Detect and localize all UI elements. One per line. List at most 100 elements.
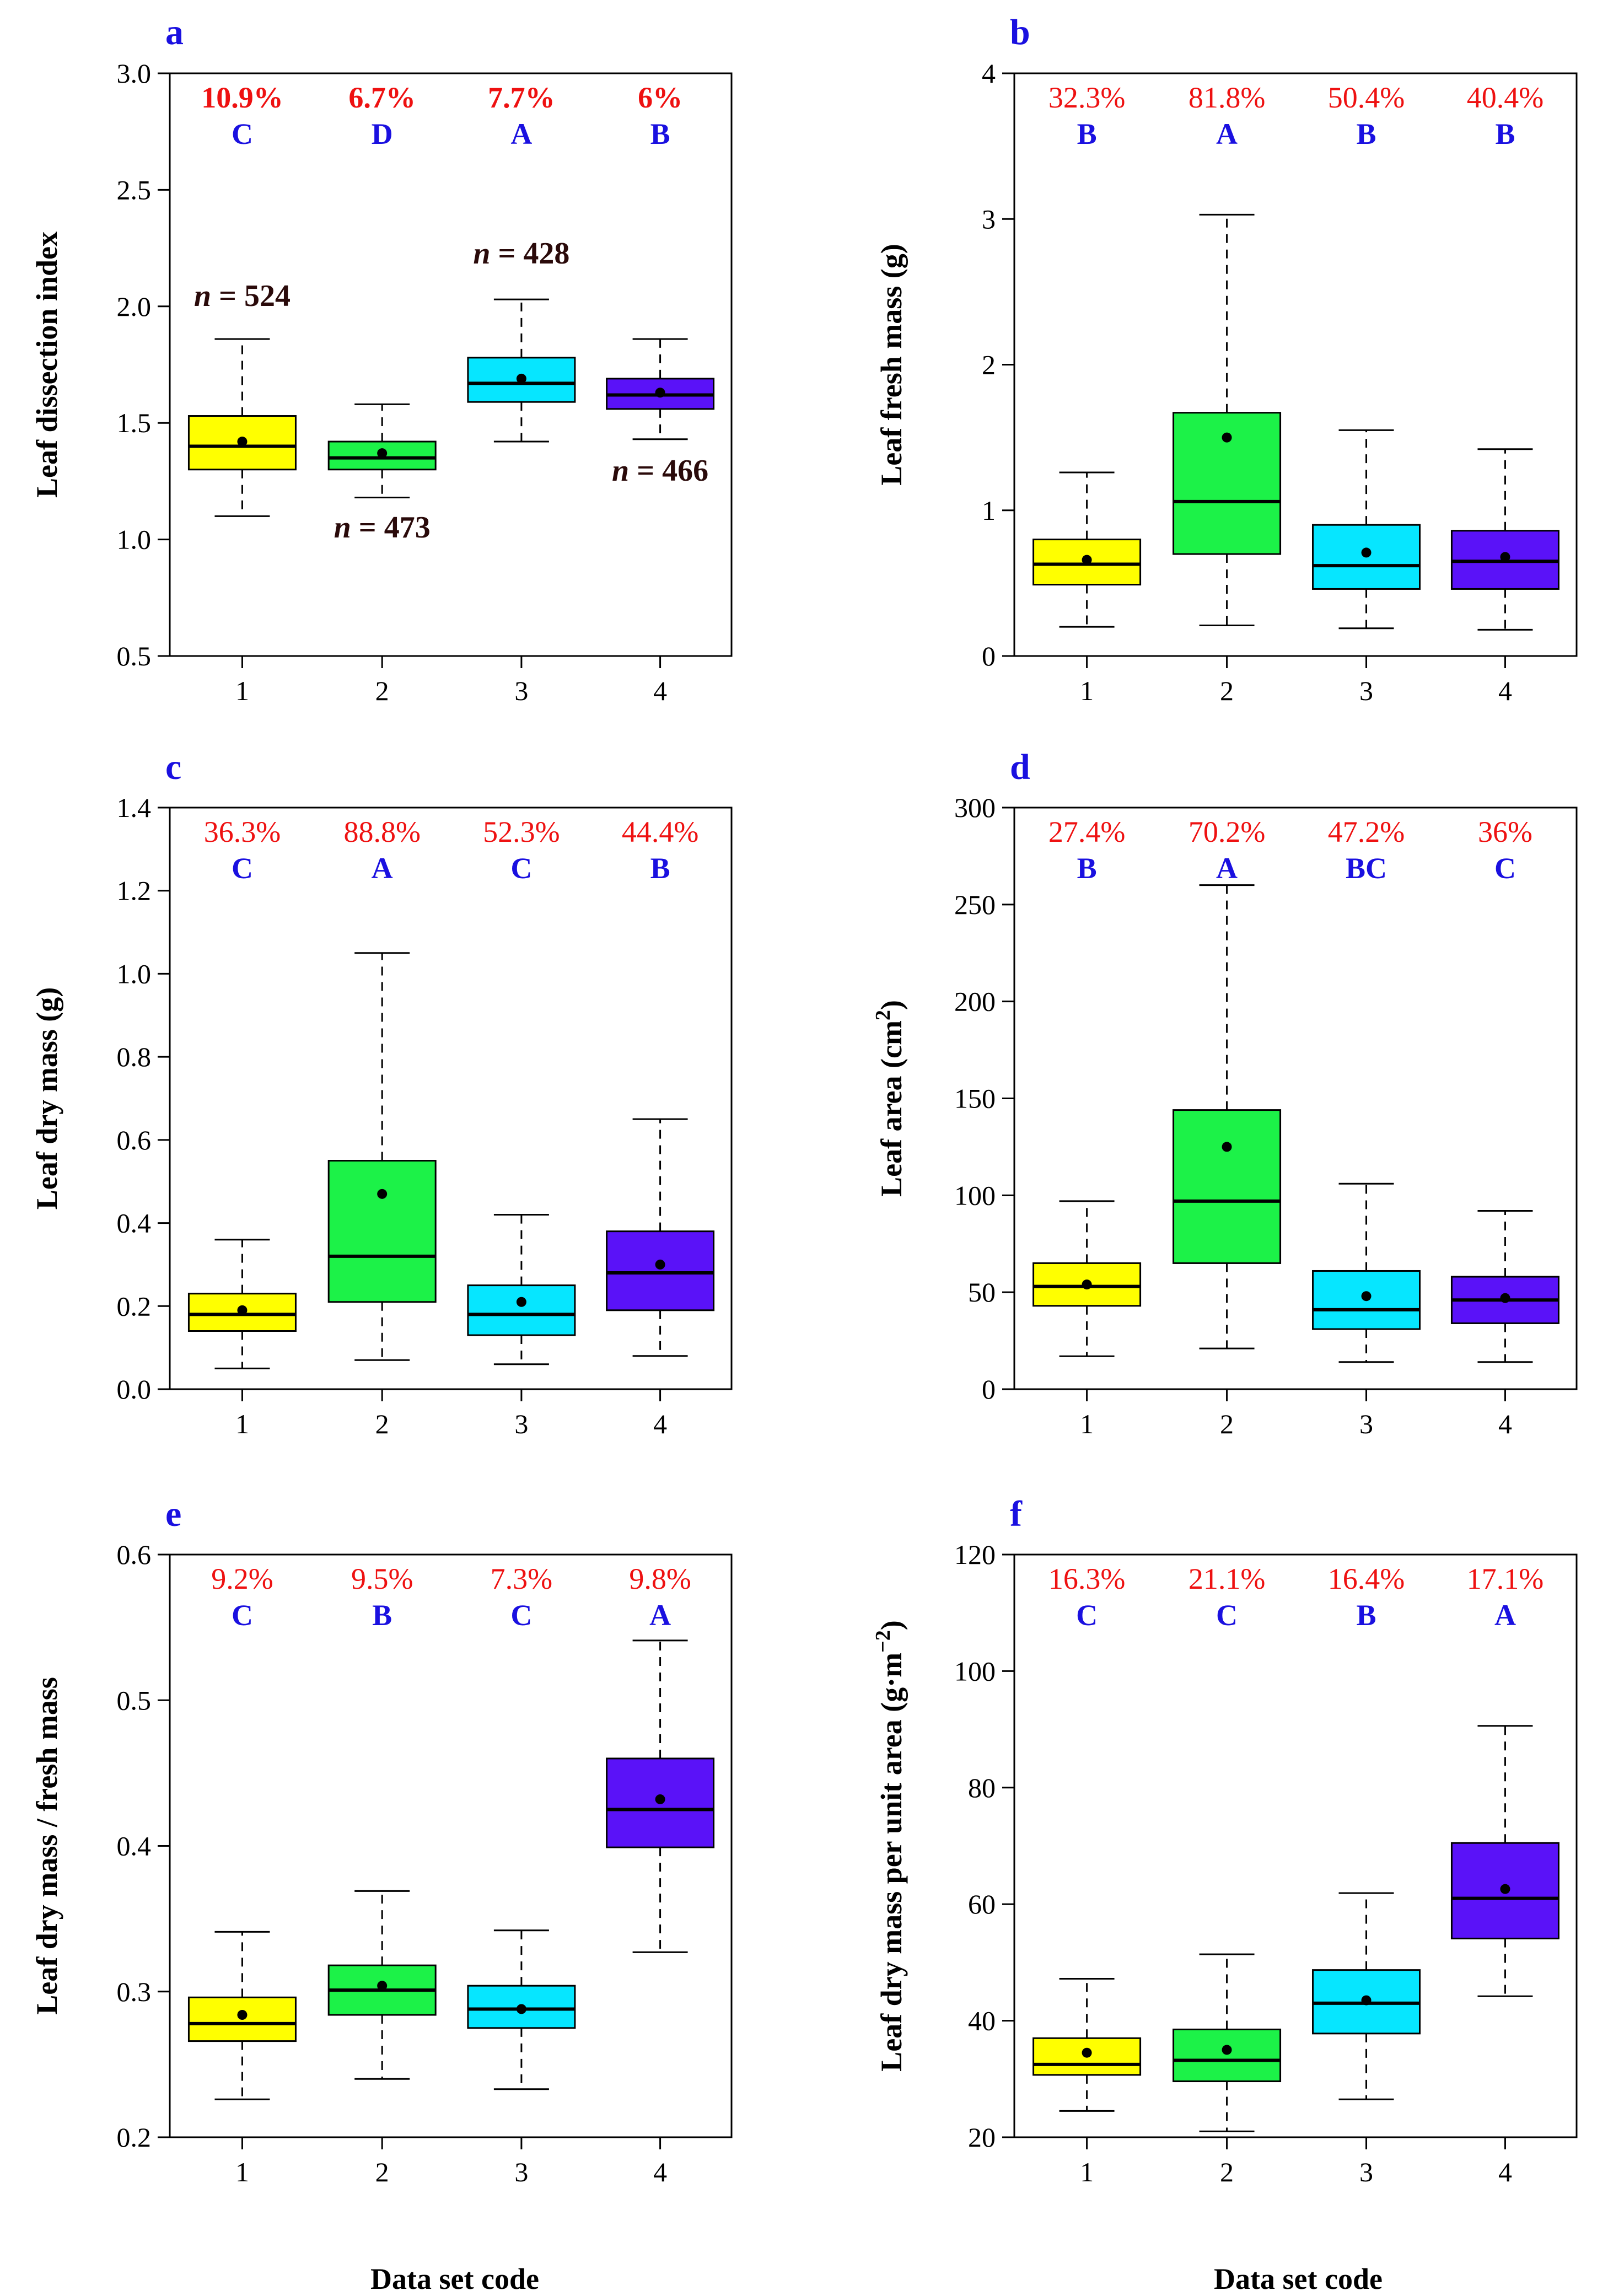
x-tick-label: 3 <box>514 1408 528 1439</box>
panel-letter: f <box>1010 1494 1023 1534</box>
box-2 <box>327 403 437 498</box>
box-4 <box>606 1118 715 1357</box>
y-tick-label: 0.2 <box>117 1291 152 1321</box>
x-tick-label: 1 <box>235 675 249 706</box>
y-axis-title: Leaf fresh mass (g) <box>875 244 908 485</box>
cv-percent-label: 10.9% <box>201 81 283 114</box>
panel-e: e 0.2 0.3 0.4 0.5 0.6 Leaf dry mass / fresh ma… <box>30 1494 733 2187</box>
cv-percent-label: 44.4% <box>622 815 698 848</box>
group-letter-label: C <box>232 117 253 150</box>
x-tick-label: 4 <box>1498 675 1512 706</box>
y-tick-label: 0.4 <box>117 1831 152 1862</box>
cv-percent-label: 7.7% <box>488 81 555 114</box>
cv-percent-label: 7.3% <box>491 1562 552 1595</box>
box-1 <box>1032 1200 1142 1357</box>
panel-letter: e <box>165 1494 181 1534</box>
box-4 <box>606 338 715 440</box>
cv-percent-label: 70.2% <box>1188 815 1265 848</box>
x-tick-label: 4 <box>653 675 667 706</box>
x-tick-label: 3 <box>1359 1408 1373 1439</box>
box-1 <box>1032 1977 1142 2112</box>
box-2 <box>1173 1953 1282 2132</box>
panels-layer: a 0.5 1.0 1.5 2.0 2.5 3.0 Leaf dissection index… <box>30 12 1578 2187</box>
y-tick-label: 250 <box>954 889 996 920</box>
panel-letter: a <box>165 12 184 52</box>
y-tick-label: 0.5 <box>117 641 152 671</box>
y-tick-label: 1 <box>982 495 996 526</box>
x-tick-label: 2 <box>1220 675 1234 706</box>
y-tick-label: 1.5 <box>117 407 152 438</box>
cv-percent-label: 9.5% <box>351 1562 413 1595</box>
box-1 <box>187 338 297 517</box>
y-tick-label: 40 <box>968 2005 996 2036</box>
cv-percent-label: 16.4% <box>1328 1562 1405 1595</box>
panel-f: f 20 40 60 80 100 120 Leaf dry mass per unit ar… <box>872 1494 1578 2187</box>
y-tick-label: 0.8 <box>117 1041 152 1072</box>
y-tick-label: 100 <box>954 1180 996 1211</box>
group-letter-label: A <box>649 1599 671 1632</box>
x-axis-title-left: Data set code <box>370 2262 539 2295</box>
cv-percent-label: 32.3% <box>1048 81 1125 114</box>
mean-dot <box>655 388 665 398</box>
y-tick-label: 1.2 <box>117 875 152 906</box>
group-letter-label: A <box>1216 117 1238 150</box>
y-axis-title: Leaf dissection index <box>30 232 63 498</box>
y-axis-title: Leaf dry mass (g) <box>30 987 63 1209</box>
mean-dot <box>1500 1293 1510 1303</box>
panel-d: d 0 50 100 150 200 250 300 Leaf area (cm2) 1 2 3 4 27… <box>872 747 1578 1439</box>
iqr-box <box>1173 1109 1282 1264</box>
y-tick-label: 3 <box>982 203 996 234</box>
mean-dot <box>1500 552 1510 562</box>
mean-dot <box>377 1981 388 1991</box>
group-letter-label: D <box>372 117 393 150</box>
mean-dot <box>516 2004 526 2014</box>
box-3 <box>1312 429 1421 630</box>
x-tick-label: 2 <box>375 2157 389 2187</box>
box-1 <box>187 1239 297 1369</box>
group-letter-label: A <box>1216 852 1238 885</box>
box-2 <box>327 1890 437 2080</box>
x-tick-label: 4 <box>653 2157 667 2187</box>
group-letter-label: C <box>510 852 532 885</box>
mean-dot <box>1500 1884 1510 1894</box>
group-letter-label: B <box>1077 117 1097 150</box>
box-2 <box>327 952 437 1361</box>
group-letter-label: B <box>372 1599 392 1632</box>
mean-dot <box>1361 1291 1372 1302</box>
box-3 <box>467 1214 576 1365</box>
panel-c: c 0.0 0.2 0.4 0.6 0.8 1.0 1.2 1.4 Leaf dry mass (… <box>30 747 733 1439</box>
plot-frame <box>169 72 733 657</box>
box-3 <box>1312 1182 1421 1363</box>
cv-percent-label: 9.2% <box>211 1562 273 1595</box>
y-tick-label: 2 <box>982 349 996 380</box>
sample-size-label: n = 466 <box>612 454 708 488</box>
x-tick-label: 4 <box>1498 1408 1512 1439</box>
cv-percent-label: 88.8% <box>343 815 420 848</box>
x-tick-label: 2 <box>375 1408 389 1439</box>
panel-letter: b <box>1010 12 1030 52</box>
group-letter-label: A <box>510 117 532 150</box>
y-axis-title: Leaf dry mass per unit area (g·m−2) <box>872 1620 908 2072</box>
group-letter-label: C <box>1076 1599 1098 1632</box>
group-letter-label: C <box>510 1599 532 1632</box>
y-tick-label: 120 <box>954 1539 996 1570</box>
y-tick-label: 3.0 <box>117 58 152 89</box>
y-tick-label: 0.6 <box>117 1539 152 1570</box>
y-axis-title: Leaf dry mass / fresh mass <box>30 1677 63 2014</box>
x-tick-label: 1 <box>235 2157 249 2187</box>
sample-size-label: n = 473 <box>334 510 431 545</box>
x-tick-label: 1 <box>1080 2157 1094 2187</box>
group-letter-label: B <box>1357 117 1376 150</box>
iqr-box <box>1173 2028 1282 2083</box>
x-tick-label: 4 <box>1498 2157 1512 2187</box>
x-tick-label: 3 <box>514 2157 528 2187</box>
cv-percent-label: 47.2% <box>1328 815 1405 848</box>
iqr-box <box>327 1160 437 1303</box>
group-letter-label: C <box>232 852 253 885</box>
y-tick-label: 0 <box>982 1374 996 1405</box>
mean-dot <box>1222 2045 1232 2055</box>
group-letter-label: B <box>1077 852 1097 885</box>
box-1 <box>1032 471 1142 628</box>
mean-dot <box>516 373 526 384</box>
